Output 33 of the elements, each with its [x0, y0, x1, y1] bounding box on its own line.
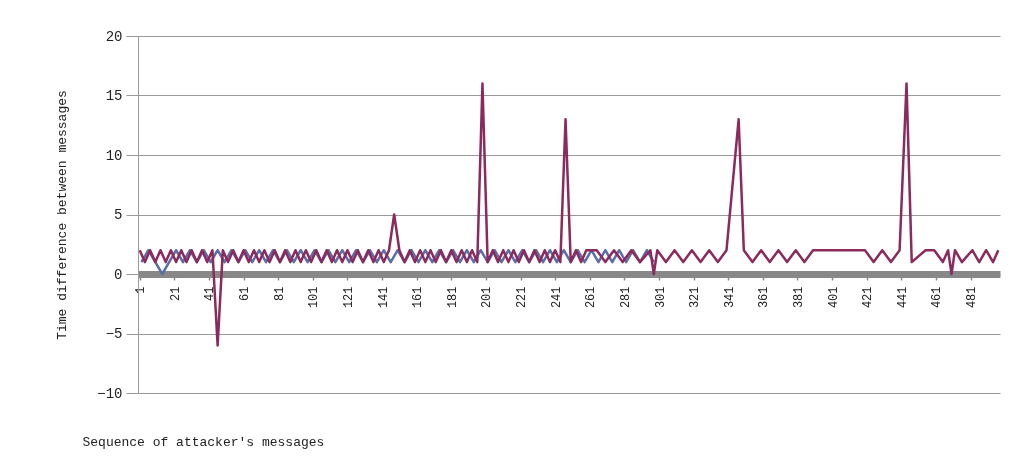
x-tick-label: 61 — [238, 286, 253, 301]
x-tick-label: 121 — [341, 286, 356, 309]
x-tick-label: 361 — [757, 286, 772, 309]
y-tick-label: 0 — [114, 266, 123, 283]
x-tick-label: 181 — [445, 286, 460, 309]
x-axis-title: Sequence of attacker's messages — [82, 434, 325, 450]
x-tick-label: 261 — [584, 286, 599, 309]
x-tick-label: 21 — [168, 286, 183, 301]
x-tick-label: 321 — [688, 286, 703, 309]
y-tick-label: −5 — [105, 326, 123, 342]
x-tick-label: 381 — [791, 286, 806, 309]
x-tick-label: 281 — [618, 286, 633, 309]
y-tick-label: 5 — [114, 207, 123, 223]
y-tick-label: 15 — [105, 88, 123, 104]
x-tick-label: 421 — [861, 286, 876, 309]
x-tick-label: 41 — [203, 286, 218, 301]
x-tick-label: 161 — [411, 286, 426, 309]
x-tick-label: 461 — [930, 286, 945, 309]
x-tick-label: 101 — [307, 286, 322, 309]
x-tick-label: 481 — [965, 286, 980, 309]
x-tick-label: 341 — [722, 286, 737, 309]
x-tick-label: 201 — [480, 286, 495, 309]
y-tick-label: 10 — [105, 147, 123, 164]
x-tick-label: 81 — [272, 286, 287, 301]
x-tick-label: 441 — [895, 286, 910, 309]
x-tick-label: 221 — [515, 286, 530, 309]
y-tick-label: 20 — [105, 28, 123, 45]
x-tick-label: 141 — [376, 286, 391, 309]
x-tick-label: 301 — [653, 286, 668, 309]
x-tick-label: 401 — [826, 286, 841, 309]
x-tick-label: 241 — [549, 286, 564, 309]
y-axis-title: Time difference between messages — [55, 90, 71, 340]
y-tick-label: −10 — [97, 385, 123, 402]
